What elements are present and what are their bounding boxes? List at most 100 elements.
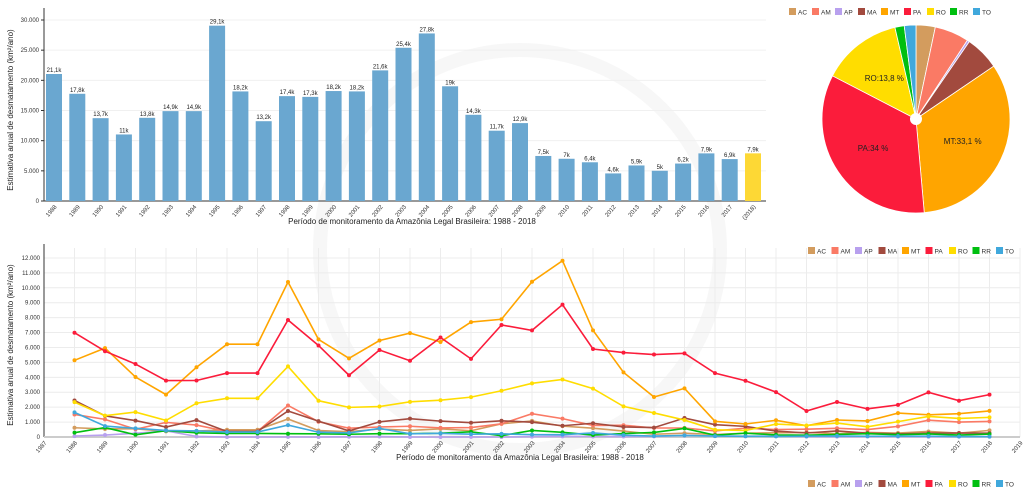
legend-swatch-ma <box>858 8 865 15</box>
bar-data-label: 13,2k <box>256 115 272 121</box>
line-y-tick-label: 9.000 <box>25 301 41 307</box>
pie-slice-to <box>903 24 917 120</box>
line-x-tick-label: 2012 <box>798 440 812 455</box>
line-point-pa <box>804 409 809 414</box>
line-point-pa <box>103 349 107 354</box>
line-point-pa <box>408 358 412 363</box>
line-point-ro <box>408 399 412 404</box>
legend-label: RO <box>958 482 968 489</box>
line-x-tick-label: 1996 <box>310 440 324 455</box>
line-point-ro <box>499 388 504 393</box>
line-point-pa <box>591 346 595 351</box>
legend-swatch-ac <box>808 480 815 487</box>
line-x-tick-label: 2011 <box>768 440 781 454</box>
legend-label: TO <box>1005 482 1014 489</box>
line-point-ma <box>530 420 534 425</box>
line-point-ro <box>957 416 961 421</box>
pie-chart: MT:33,1 % PA:34 % RO:13,8 % AC AM AP MA MT PA RO R… <box>789 8 1011 214</box>
bar-x-tick-label: 2009 <box>535 204 549 219</box>
line-point-rr <box>286 431 290 436</box>
line-point-pa <box>72 330 77 335</box>
line-point-pa <box>530 328 534 333</box>
bar-x-tick-label: 1994 <box>185 204 199 219</box>
line-point-ro <box>347 405 351 410</box>
legend-swatch-ro <box>949 247 956 254</box>
line-point-am <box>926 418 931 423</box>
line-point-pa <box>347 373 351 378</box>
line-point-ap <box>72 434 77 439</box>
bar-data-label: 6,2k <box>677 158 689 164</box>
line-point-pa <box>194 378 199 383</box>
line-point-to <box>377 426 382 431</box>
line-y-tick-label: 12.000 <box>22 256 41 262</box>
bar-data-label: 5k <box>657 165 664 171</box>
line-point-ro <box>469 395 473 400</box>
legend-swatch-ap <box>855 480 862 487</box>
line-x-tick-label: 1994 <box>249 440 263 455</box>
line-point-to <box>865 434 870 439</box>
bar-data-label: 11k <box>119 128 129 134</box>
legend-label: AC <box>817 482 826 489</box>
line-point-mt <box>865 418 870 423</box>
line-point-am <box>286 403 290 408</box>
line-point-am <box>438 425 443 430</box>
line-x-tick-label: 2008 <box>676 440 690 455</box>
line-point-am <box>469 425 473 430</box>
bar-x-axis-label: Período de monitoramento da Amazônia Leg… <box>288 217 536 226</box>
line-x-tick-label: 2009 <box>706 440 720 455</box>
line-point-ro <box>591 386 595 391</box>
legend-swatch-to <box>973 8 980 15</box>
line-point-pa <box>957 398 961 403</box>
line-point-mt <box>103 346 107 351</box>
bar <box>115 134 132 201</box>
bar-data-label: 7,9k <box>747 147 759 153</box>
bar-data-label: 17,8k <box>70 88 86 94</box>
bar <box>535 155 552 201</box>
line-point-to <box>72 410 77 415</box>
line-x-tick-label: 2015 <box>889 440 903 455</box>
line-point-ro <box>896 419 900 424</box>
pie-slice-label: PA:34 % <box>858 144 889 153</box>
line-point-to <box>835 433 839 438</box>
line-point-pa <box>743 378 748 383</box>
line-point-pa <box>316 343 321 348</box>
line-point-ro <box>103 413 107 418</box>
legend-swatch-mt <box>881 8 888 15</box>
line-x-tick-label: 2010 <box>737 440 751 455</box>
line-x-tick-label: 1990 <box>127 440 141 455</box>
legend-label: RR <box>982 482 992 489</box>
line-point-rr <box>377 431 382 436</box>
line-point-ro <box>865 424 870 429</box>
line-point-ma <box>560 423 565 428</box>
line-y-tick-label: 10.000 <box>22 286 41 292</box>
line-point-ma <box>133 418 138 423</box>
legend-label: AM <box>841 249 851 256</box>
line-x-tick-label: 2016 <box>920 440 934 455</box>
bar-data-label: 7,5k <box>538 150 550 156</box>
line-point-ap <box>225 435 229 439</box>
line-point-mt <box>164 392 168 397</box>
line-x-tick-label: 1989 <box>96 440 110 455</box>
legend-swatch-ap <box>835 8 842 15</box>
line-point-pa <box>926 390 931 395</box>
line-point-ap <box>255 435 260 439</box>
pie-slice-label: MT:33,1 % <box>944 137 982 146</box>
legend-swatch-rr <box>950 8 957 15</box>
line-point-ro <box>316 398 321 403</box>
bar <box>651 170 668 201</box>
line-x-tick-label: 1993 <box>218 440 232 455</box>
bar-data-label: 5,9k <box>631 159 643 165</box>
line-x-tick-label: 1997 <box>340 440 354 455</box>
legend-swatch-pa <box>904 8 911 15</box>
legend-label: TO <box>982 10 991 17</box>
legend-label: TO <box>1005 249 1014 256</box>
line-point-to <box>682 433 687 438</box>
legend-label: MA <box>867 10 877 17</box>
legend-swatch-ma <box>878 480 886 487</box>
bar <box>745 153 761 201</box>
legend-swatch-rr <box>972 480 980 487</box>
line-point-pa <box>438 335 443 340</box>
line-x-tick-label: 2018 <box>981 440 995 455</box>
bar <box>558 158 575 201</box>
line-x-tick-label: 1987 <box>35 440 49 455</box>
